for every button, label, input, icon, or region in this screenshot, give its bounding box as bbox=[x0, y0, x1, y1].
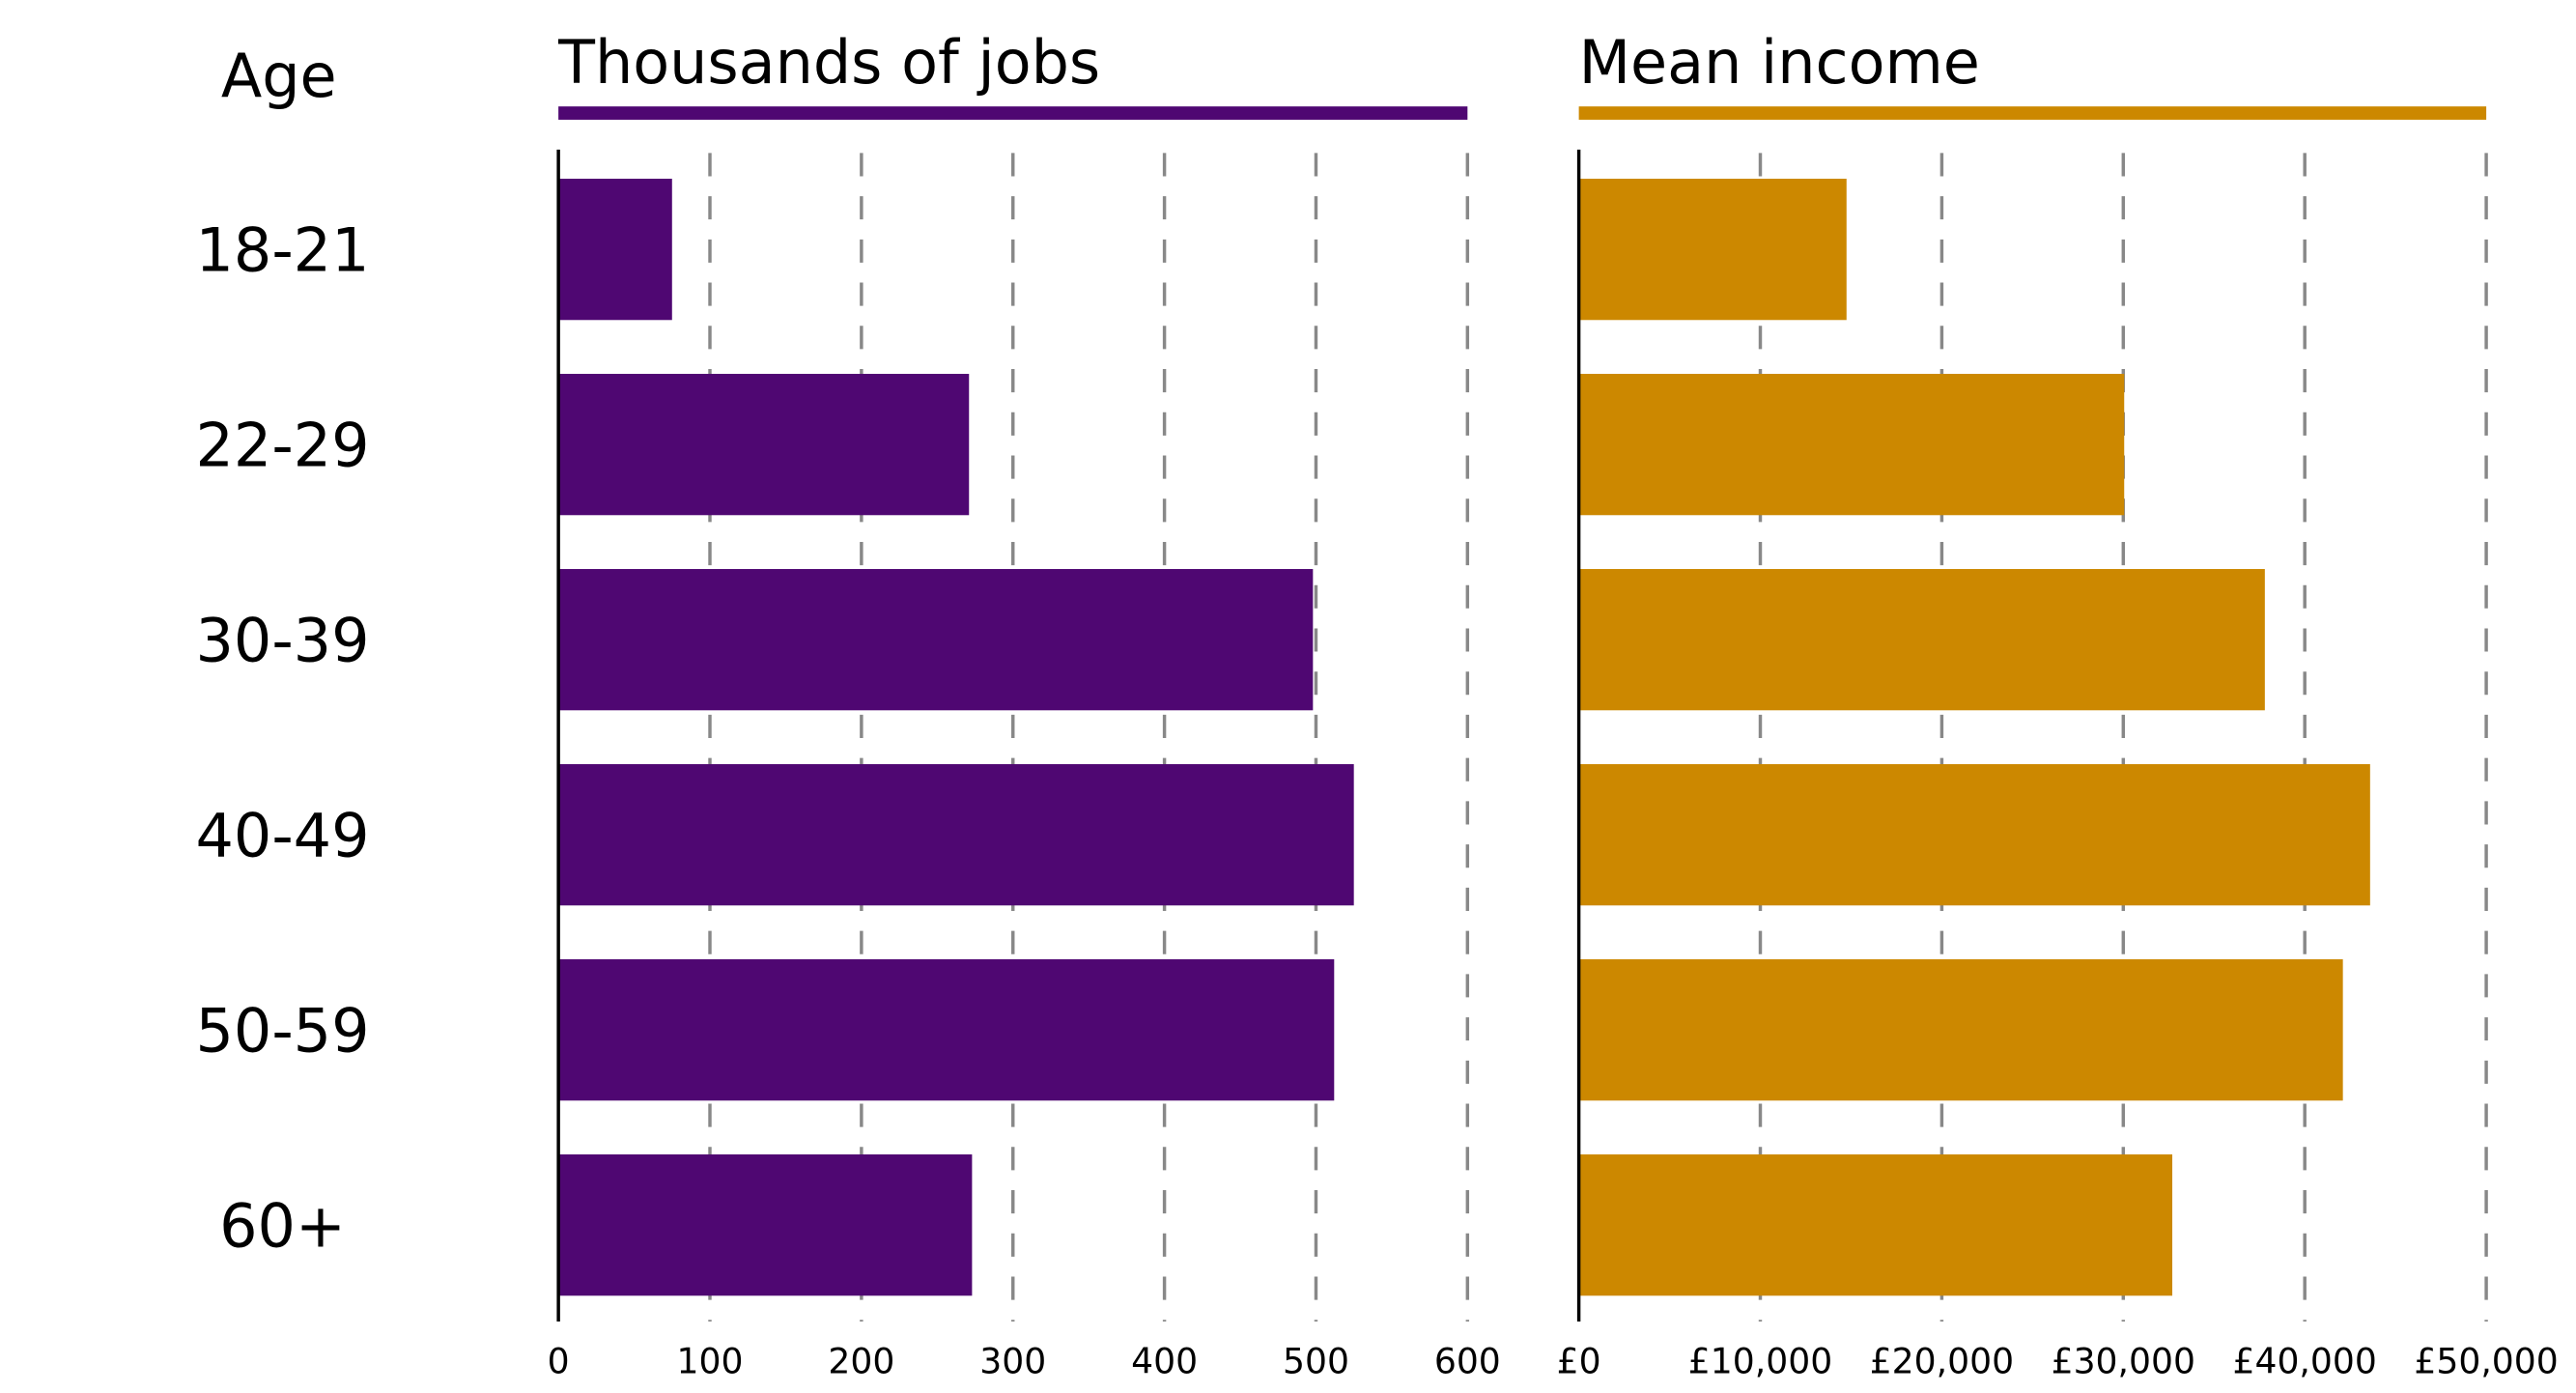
bar-60+ bbox=[558, 1154, 973, 1296]
bar-30-39 bbox=[558, 569, 1314, 711]
row-header: Age bbox=[221, 42, 337, 111]
panel-title: Mean income bbox=[1579, 28, 1980, 98]
tick-label: £30,000 bbox=[2052, 1340, 2195, 1381]
bar-40-49 bbox=[1578, 764, 2370, 906]
bar-22-29 bbox=[558, 374, 970, 516]
bar-60+ bbox=[1578, 1154, 2173, 1296]
tick-label: £40,000 bbox=[2232, 1340, 2376, 1381]
tick-label: 300 bbox=[979, 1340, 1046, 1381]
title-underline bbox=[558, 106, 1468, 120]
tick-label: £20,000 bbox=[1870, 1340, 2014, 1381]
category-label: 50-59 bbox=[196, 997, 370, 1066]
tick-label: 0 bbox=[548, 1340, 570, 1381]
tick-label: 100 bbox=[677, 1340, 744, 1381]
category-label: 60+ bbox=[219, 1192, 346, 1262]
jobs-panel: Thousands of jobs 0 100 200 300 400 500 600 bbox=[548, 28, 1501, 1381]
tick-label: 400 bbox=[1131, 1340, 1198, 1381]
bar-30-39 bbox=[1578, 569, 2265, 711]
bar-18-21 bbox=[1578, 179, 1847, 321]
tick-label: £50,000 bbox=[2414, 1340, 2558, 1381]
category-label: 30-39 bbox=[196, 607, 370, 676]
income-panel: Mean income £0 £10,000 £20,000 £30,000 £40,00… bbox=[1557, 28, 2559, 1381]
tick-label: £0 bbox=[1557, 1340, 1601, 1381]
category-label: 40-49 bbox=[196, 802, 370, 871]
tick-label: 200 bbox=[828, 1340, 894, 1381]
tick-label: 600 bbox=[1434, 1340, 1501, 1381]
bar-50-59 bbox=[558, 959, 1335, 1101]
title-underline bbox=[1578, 106, 2487, 120]
bar-40-49 bbox=[558, 764, 1354, 906]
category-label: 18-21 bbox=[196, 216, 370, 286]
tick-label: £10,000 bbox=[1688, 1340, 1832, 1381]
category-label: 22-29 bbox=[196, 412, 370, 481]
bar-50-59 bbox=[1578, 959, 2343, 1101]
bar-22-29 bbox=[1578, 374, 2125, 516]
tick-label: 500 bbox=[1283, 1340, 1349, 1381]
panel-title: Thousands of jobs bbox=[557, 28, 1100, 98]
bar-18-21 bbox=[558, 179, 672, 321]
